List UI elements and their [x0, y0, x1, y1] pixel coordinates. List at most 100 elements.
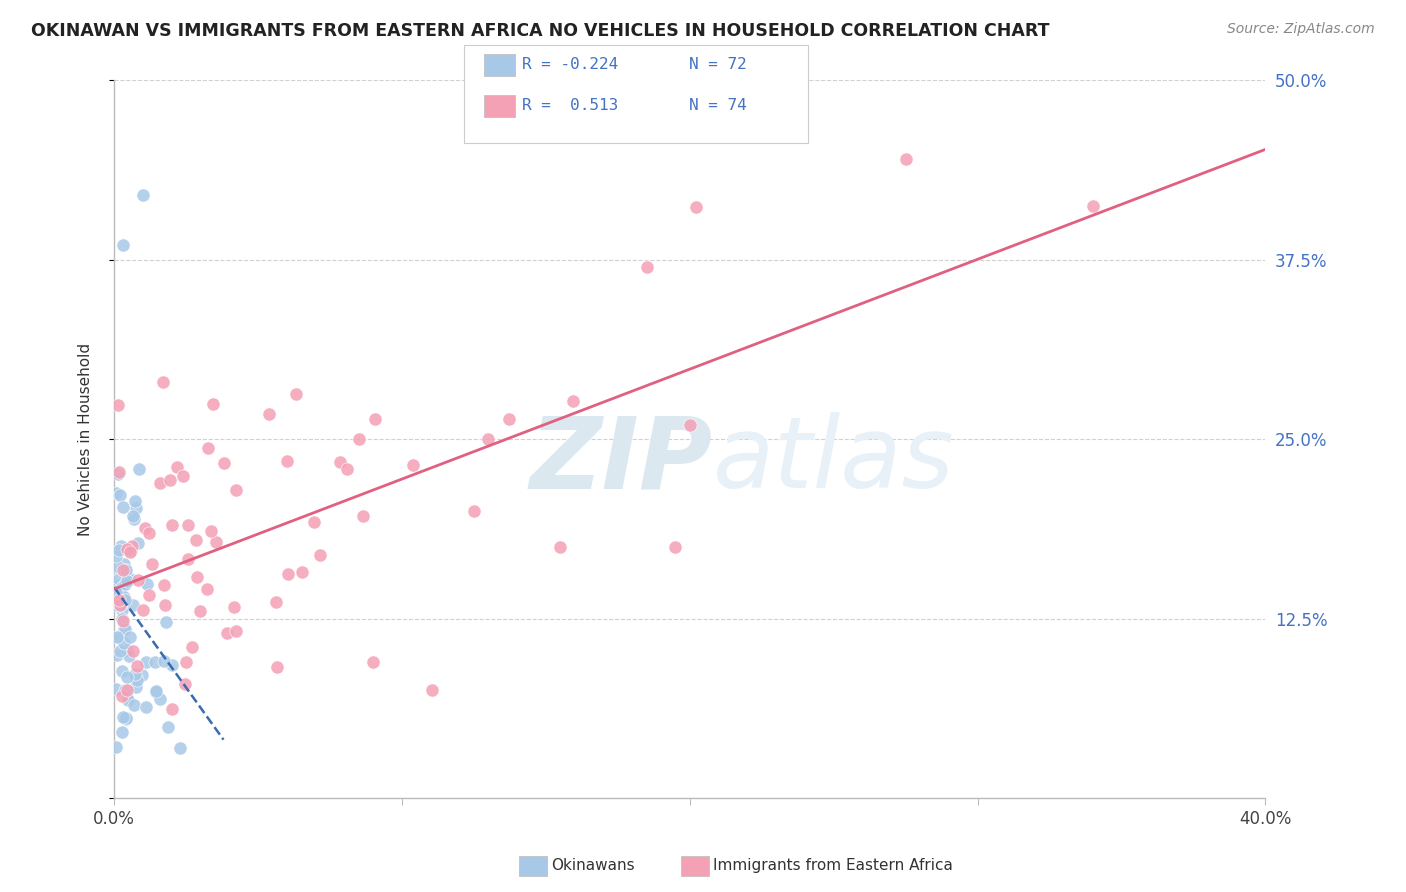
- Point: [225, 483, 247, 497]
- Point: [115, 574, 138, 589]
- Point: [117, 541, 139, 556]
- Point: [107, 467, 129, 481]
- Point: [1081, 199, 1104, 213]
- Point: [115, 682, 138, 697]
- Point: [115, 670, 138, 684]
- Point: [122, 698, 145, 712]
- Point: [107, 592, 129, 607]
- Y-axis label: No Vehicles in Household: No Vehicles in Household: [79, 343, 93, 535]
- Point: [115, 711, 138, 725]
- Point: [153, 598, 176, 612]
- Point: [111, 724, 134, 739]
- Point: [309, 548, 332, 562]
- Point: [114, 683, 136, 698]
- Point: [225, 624, 247, 638]
- Point: [107, 543, 129, 558]
- Point: [135, 656, 157, 670]
- Point: [257, 407, 280, 421]
- Point: [107, 578, 129, 592]
- Point: [329, 455, 352, 469]
- Point: [160, 702, 183, 716]
- Point: [114, 563, 136, 577]
- Point: [118, 573, 141, 587]
- Point: [195, 582, 218, 597]
- Point: [636, 260, 658, 274]
- Point: [304, 515, 326, 529]
- Point: [112, 636, 135, 650]
- Point: [420, 683, 443, 698]
- Text: R =  0.513: R = 0.513: [522, 98, 617, 112]
- Point: [125, 659, 148, 673]
- Text: N = 72: N = 72: [689, 57, 747, 71]
- Point: [107, 398, 129, 412]
- Point: [107, 560, 129, 574]
- Point: [141, 557, 163, 571]
- Point: [125, 680, 148, 694]
- Point: [121, 540, 143, 554]
- Point: [215, 626, 238, 640]
- Point: [115, 642, 138, 657]
- Point: [127, 573, 149, 587]
- Point: [169, 740, 191, 755]
- Point: [112, 622, 135, 636]
- Point: [363, 411, 385, 425]
- Point: [149, 475, 172, 490]
- Point: [114, 593, 136, 607]
- Point: [155, 615, 177, 630]
- Point: [112, 590, 135, 604]
- Point: [112, 615, 135, 629]
- Point: [125, 500, 148, 515]
- Point: [122, 508, 145, 523]
- Point: [115, 712, 138, 726]
- Point: [121, 644, 143, 658]
- Point: [121, 598, 143, 612]
- Point: [894, 152, 917, 166]
- Point: [402, 458, 425, 473]
- Point: [111, 664, 134, 678]
- Point: [135, 576, 157, 591]
- Point: [132, 603, 155, 617]
- Point: [111, 580, 134, 594]
- Point: [336, 462, 359, 476]
- Point: [664, 540, 686, 554]
- Text: N = 74: N = 74: [689, 98, 747, 112]
- Point: [138, 525, 160, 540]
- Point: [160, 518, 183, 533]
- Text: atlas: atlas: [713, 412, 955, 509]
- Point: [562, 394, 585, 409]
- Text: Okinawans: Okinawans: [551, 858, 634, 872]
- Point: [202, 397, 225, 411]
- Point: [174, 677, 197, 691]
- Text: R = -0.224: R = -0.224: [522, 57, 617, 71]
- Point: [177, 552, 200, 566]
- Point: [122, 512, 145, 526]
- Point: [135, 700, 157, 714]
- Point: [132, 187, 155, 202]
- Point: [160, 657, 183, 672]
- Point: [285, 387, 308, 401]
- Point: [352, 508, 374, 523]
- Text: ZIP: ZIP: [530, 412, 713, 509]
- Point: [104, 682, 127, 697]
- Point: [174, 655, 197, 669]
- Point: [138, 588, 160, 602]
- Point: [204, 535, 226, 549]
- Point: [118, 649, 141, 664]
- Point: [111, 238, 134, 252]
- Point: [120, 545, 142, 559]
- Point: [548, 540, 571, 554]
- Point: [127, 673, 149, 688]
- Point: [128, 462, 150, 476]
- Text: OKINAWAN VS IMMIGRANTS FROM EASTERN AFRICA NO VEHICLES IN HOUSEHOLD CORRELATION : OKINAWAN VS IMMIGRANTS FROM EASTERN AFRI…: [31, 22, 1049, 40]
- Point: [200, 524, 222, 538]
- Point: [104, 739, 127, 754]
- Point: [112, 710, 135, 724]
- Point: [110, 599, 132, 613]
- Point: [153, 655, 176, 669]
- Point: [104, 585, 127, 599]
- Point: [176, 518, 198, 533]
- Point: [111, 602, 134, 616]
- Point: [131, 667, 153, 681]
- Point: [347, 432, 370, 446]
- Point: [108, 488, 131, 502]
